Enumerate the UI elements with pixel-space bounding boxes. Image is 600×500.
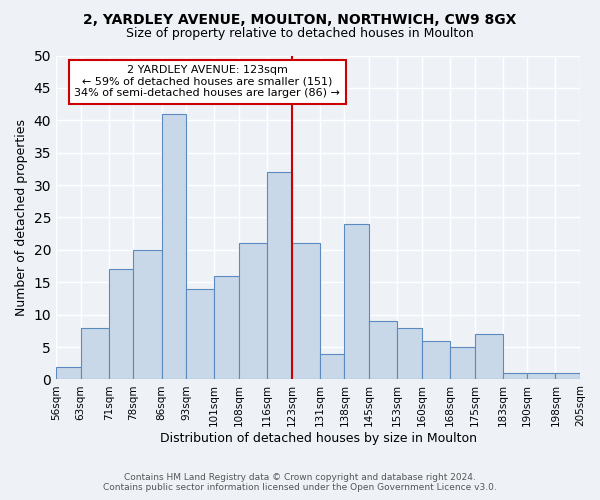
- Bar: [397, 328, 422, 380]
- Bar: [186, 289, 214, 380]
- Text: 2, YARDLEY AVENUE, MOULTON, NORTHWICH, CW9 8GX: 2, YARDLEY AVENUE, MOULTON, NORTHWICH, C…: [83, 12, 517, 26]
- Bar: [503, 373, 527, 380]
- Y-axis label: Number of detached properties: Number of detached properties: [15, 119, 28, 316]
- Bar: [450, 347, 475, 380]
- Bar: [422, 340, 450, 380]
- Bar: [527, 373, 556, 380]
- X-axis label: Distribution of detached houses by size in Moulton: Distribution of detached houses by size …: [160, 432, 476, 445]
- Bar: [80, 328, 109, 380]
- Bar: [214, 276, 239, 380]
- Bar: [320, 354, 344, 380]
- Bar: [239, 244, 267, 380]
- Bar: [369, 321, 397, 380]
- Text: 2 YARDLEY AVENUE: 123sqm
← 59% of detached houses are smaller (151)
34% of semi-: 2 YARDLEY AVENUE: 123sqm ← 59% of detach…: [74, 65, 340, 98]
- Bar: [161, 114, 186, 380]
- Text: Contains HM Land Registry data © Crown copyright and database right 2024.
Contai: Contains HM Land Registry data © Crown c…: [103, 473, 497, 492]
- Bar: [133, 250, 161, 380]
- Text: Size of property relative to detached houses in Moulton: Size of property relative to detached ho…: [126, 28, 474, 40]
- Bar: [267, 172, 292, 380]
- Bar: [556, 373, 580, 380]
- Bar: [56, 366, 80, 380]
- Bar: [344, 224, 369, 380]
- Bar: [109, 270, 133, 380]
- Bar: [292, 244, 320, 380]
- Bar: [475, 334, 503, 380]
